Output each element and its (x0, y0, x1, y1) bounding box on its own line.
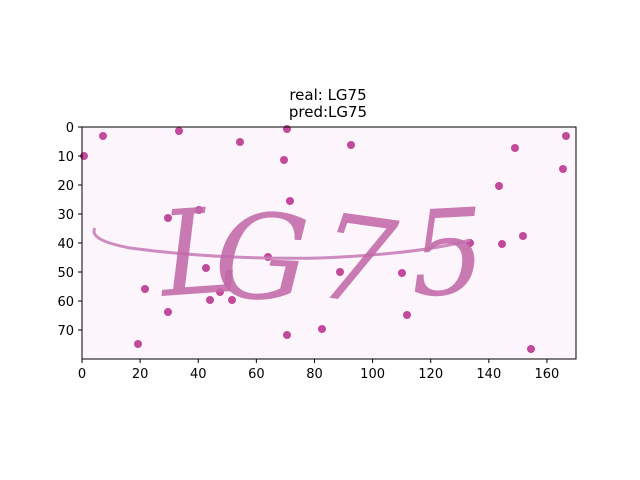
noise-dot (206, 296, 214, 304)
noise-dot (562, 132, 570, 140)
noise-dot (403, 311, 411, 319)
y-tick-label: 60 (57, 295, 74, 310)
y-tick-label: 40 (57, 237, 74, 252)
noise-dot (228, 296, 236, 304)
y-tick-label: 70 (57, 324, 74, 339)
x-tick-label: 160 (535, 367, 560, 382)
y-tick-label: 50 (57, 266, 74, 281)
noise-dot (398, 269, 406, 277)
x-axis: 0 20 40 60 80 100 120 140 160 (78, 359, 559, 382)
noise-dot (519, 232, 527, 240)
noise-dot (236, 138, 244, 146)
noise-dot (336, 268, 344, 276)
noise-dot (559, 165, 567, 173)
x-tick-label: 0 (78, 367, 86, 382)
captcha-char: L (154, 181, 244, 324)
noise-dot (318, 325, 326, 333)
noise-dot (141, 285, 149, 293)
noise-dot (134, 340, 142, 348)
noise-dot (202, 264, 210, 272)
noise-dot (527, 345, 535, 353)
noise-dot (216, 288, 224, 296)
y-tick-label: 20 (57, 179, 74, 194)
chart-title-real: real: LG75 (289, 86, 366, 104)
noise-layer (80, 125, 570, 353)
x-tick-label: 140 (476, 367, 501, 382)
noise-dot (99, 132, 107, 140)
y-tick-label: 10 (57, 150, 74, 165)
x-tick-label: 20 (132, 367, 149, 382)
noise-dot (347, 141, 355, 149)
chart-title-pred: pred:LG75 (289, 103, 367, 121)
x-tick-label: 80 (306, 367, 323, 382)
noise-dot (283, 125, 291, 133)
captcha-char: 5 (407, 182, 489, 324)
captcha-char: G (211, 186, 312, 329)
x-tick-label: 40 (190, 367, 207, 382)
noise-dot (283, 331, 291, 339)
x-tick-label: 60 (248, 367, 265, 382)
captcha-image: LG7 5 (80, 125, 577, 360)
noise-curve (92, 227, 471, 260)
y-tick-label: 0 (66, 121, 74, 136)
noise-dot (195, 206, 203, 214)
x-tick-label: 120 (418, 367, 443, 382)
noise-dot (495, 182, 503, 190)
image-background (82, 127, 576, 359)
noise-dot (175, 127, 183, 135)
noise-dot (498, 240, 506, 248)
noise-dot (286, 197, 294, 205)
noise-dot (511, 144, 519, 152)
noise-dot (164, 214, 172, 222)
y-tick-label: 30 (57, 208, 74, 223)
noise-dot (164, 308, 172, 316)
noise-dot (280, 156, 288, 164)
y-axis: 0 10 20 30 40 50 60 70 (57, 121, 82, 339)
x-tick-label: 100 (360, 367, 385, 382)
captcha-characters: LG7 5 (154, 181, 489, 334)
